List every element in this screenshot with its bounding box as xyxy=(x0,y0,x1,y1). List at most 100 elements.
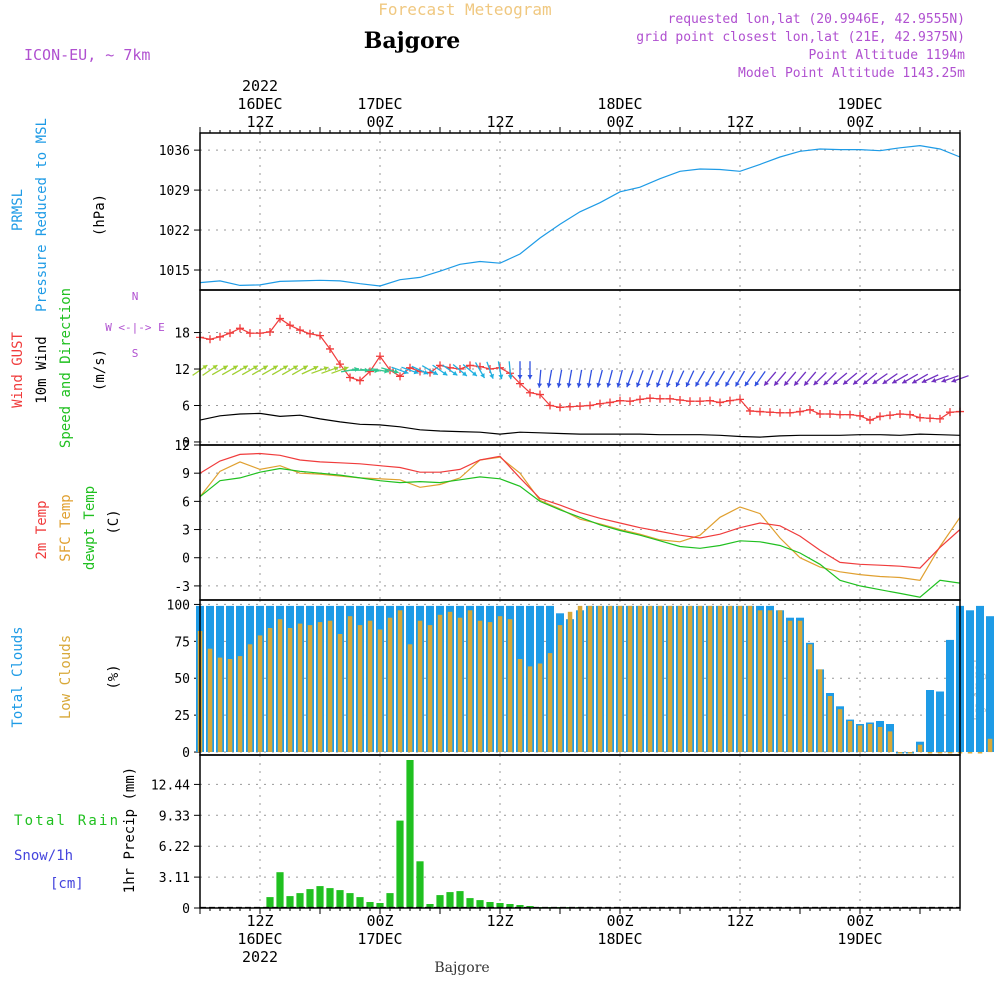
low-clouds-bar xyxy=(907,752,913,754)
wind-gust-marker xyxy=(756,407,764,416)
wind-10m-line xyxy=(199,412,961,438)
wind-arrow-head xyxy=(941,378,947,383)
wind-arrow-head xyxy=(262,365,268,370)
wind-arrow-head xyxy=(272,365,278,370)
y-tick-label: 75 xyxy=(174,635,190,650)
low-clouds-bar xyxy=(647,605,653,752)
wind-arrow-head xyxy=(323,366,329,371)
temp-dewpt-label: dewpt Temp xyxy=(82,486,98,570)
low-clouds-bar xyxy=(387,617,393,752)
wind-speed-dir-label: Speed and Direction xyxy=(58,288,74,448)
low-clouds-bar xyxy=(317,622,323,752)
wind-gust-label: Wind GUST xyxy=(10,332,26,408)
wind-arrow-head xyxy=(566,383,572,388)
low-clouds-bar xyxy=(307,625,313,753)
wind-arrow-head xyxy=(921,378,927,383)
precip-axis-label: 1hr Precip (mm) xyxy=(122,767,138,893)
wind-gust-marker xyxy=(346,373,354,382)
wind-arrow-head xyxy=(695,381,700,387)
wind-arrow-head xyxy=(843,379,848,385)
low-clouds-bar xyxy=(987,738,993,753)
wind-gust-marker xyxy=(606,398,614,407)
low-clouds-bar xyxy=(687,605,693,752)
temp-sfc-label: SFC Temp xyxy=(58,494,74,561)
wind-arrow-head xyxy=(646,382,651,388)
low-clouds-bar xyxy=(467,610,473,752)
y-tick-label: 0 xyxy=(182,552,190,567)
time-axis-label: 00Z xyxy=(606,113,633,131)
wind-gust-marker xyxy=(336,360,344,369)
low-clouds-bar xyxy=(357,625,363,753)
wind-gust-marker xyxy=(736,395,744,404)
wind-gust-marker xyxy=(646,394,654,403)
wind-arrow-head xyxy=(596,382,602,388)
dewpt-temp-line xyxy=(199,467,961,598)
y-tick-label: 6 xyxy=(182,399,190,414)
wind-gust-marker xyxy=(326,344,334,353)
low-clouds-bar xyxy=(867,724,873,752)
wind-gust-marker xyxy=(656,394,664,403)
total-rain-label: Total Rain xyxy=(14,813,118,829)
wind-gust-marker xyxy=(356,376,364,385)
y-tick-label: 0 xyxy=(182,746,190,761)
time-axis-label: 17DEC xyxy=(357,930,402,948)
low-clouds-bar xyxy=(747,605,753,752)
wind-gust-marker xyxy=(376,352,384,361)
wind-arrow-head xyxy=(902,379,908,384)
wind-gust-marker xyxy=(796,407,804,416)
wind-arrow-head xyxy=(813,380,819,386)
rain-bar xyxy=(396,820,404,908)
low-clouds-bar xyxy=(897,752,903,754)
panel-frames xyxy=(199,132,961,909)
rain-bar xyxy=(266,897,274,908)
y-tick-label: 0 xyxy=(182,436,190,451)
low-clouds-bar xyxy=(227,659,233,752)
wind-arrow-head xyxy=(489,373,494,379)
app-title: Forecast Meteogram xyxy=(378,0,551,19)
y-tick-label: 9.33 xyxy=(159,809,190,824)
wind-gust-marker xyxy=(866,416,874,425)
low-clouds-bar xyxy=(627,605,633,752)
wind-arrow-head xyxy=(804,380,809,386)
wind-gust-marker xyxy=(466,361,474,370)
wind-arrow-head xyxy=(432,370,438,375)
total-clouds-bar xyxy=(946,639,954,753)
time-axis-label: 19DEC xyxy=(837,95,882,113)
wind-gust-marker xyxy=(666,394,674,403)
low-clouds-bar xyxy=(767,610,773,752)
time-axis-label: 17DEC xyxy=(357,95,402,113)
pressure-unit-label: (hPa) xyxy=(92,194,108,236)
y-tick-label: 25 xyxy=(174,709,190,724)
wind-gust-marker xyxy=(766,408,774,417)
low-clouds-bar xyxy=(817,669,823,753)
rain-bar xyxy=(316,886,324,908)
low-clouds-bar xyxy=(887,731,893,753)
y-tick-label: 12 xyxy=(174,363,190,378)
wind-gust-marker xyxy=(846,410,854,419)
wind-arrow-head xyxy=(222,365,228,370)
panel-frame xyxy=(199,444,961,601)
wind-gust-marker xyxy=(696,397,704,406)
wind-arrow-head xyxy=(232,365,238,370)
wind-arrow-head xyxy=(527,375,533,380)
requested-coords: requested lon,lat (20.9946E, 42.9555N) xyxy=(668,12,965,27)
rain-bar xyxy=(276,872,284,908)
temperature-panel: -3 0 3 6 9 12 xyxy=(174,439,961,598)
footer-station: Bajgore xyxy=(434,960,489,976)
wind-gust-marker xyxy=(546,401,554,410)
wind-arrow-head xyxy=(576,383,582,388)
compass-n-label: N xyxy=(132,290,139,303)
time-axis-label: 18DEC xyxy=(597,95,642,113)
wind-arrow-head xyxy=(853,379,858,385)
low-clouds-bar xyxy=(587,605,593,752)
y-tick-label: 6.22 xyxy=(159,840,190,855)
wind-arrow-head xyxy=(313,366,319,371)
low-clouds-bar xyxy=(637,605,643,752)
total-clouds-bar xyxy=(976,605,984,752)
wind-arrow-head xyxy=(715,381,720,387)
wind-arrow-head xyxy=(343,366,349,371)
pressure-panel: 1015 1022 1029 1036 xyxy=(159,144,961,287)
temp-2m-line xyxy=(199,452,961,569)
time-axis-label: 12Z xyxy=(726,912,753,930)
wind-arrow-head xyxy=(517,375,523,380)
